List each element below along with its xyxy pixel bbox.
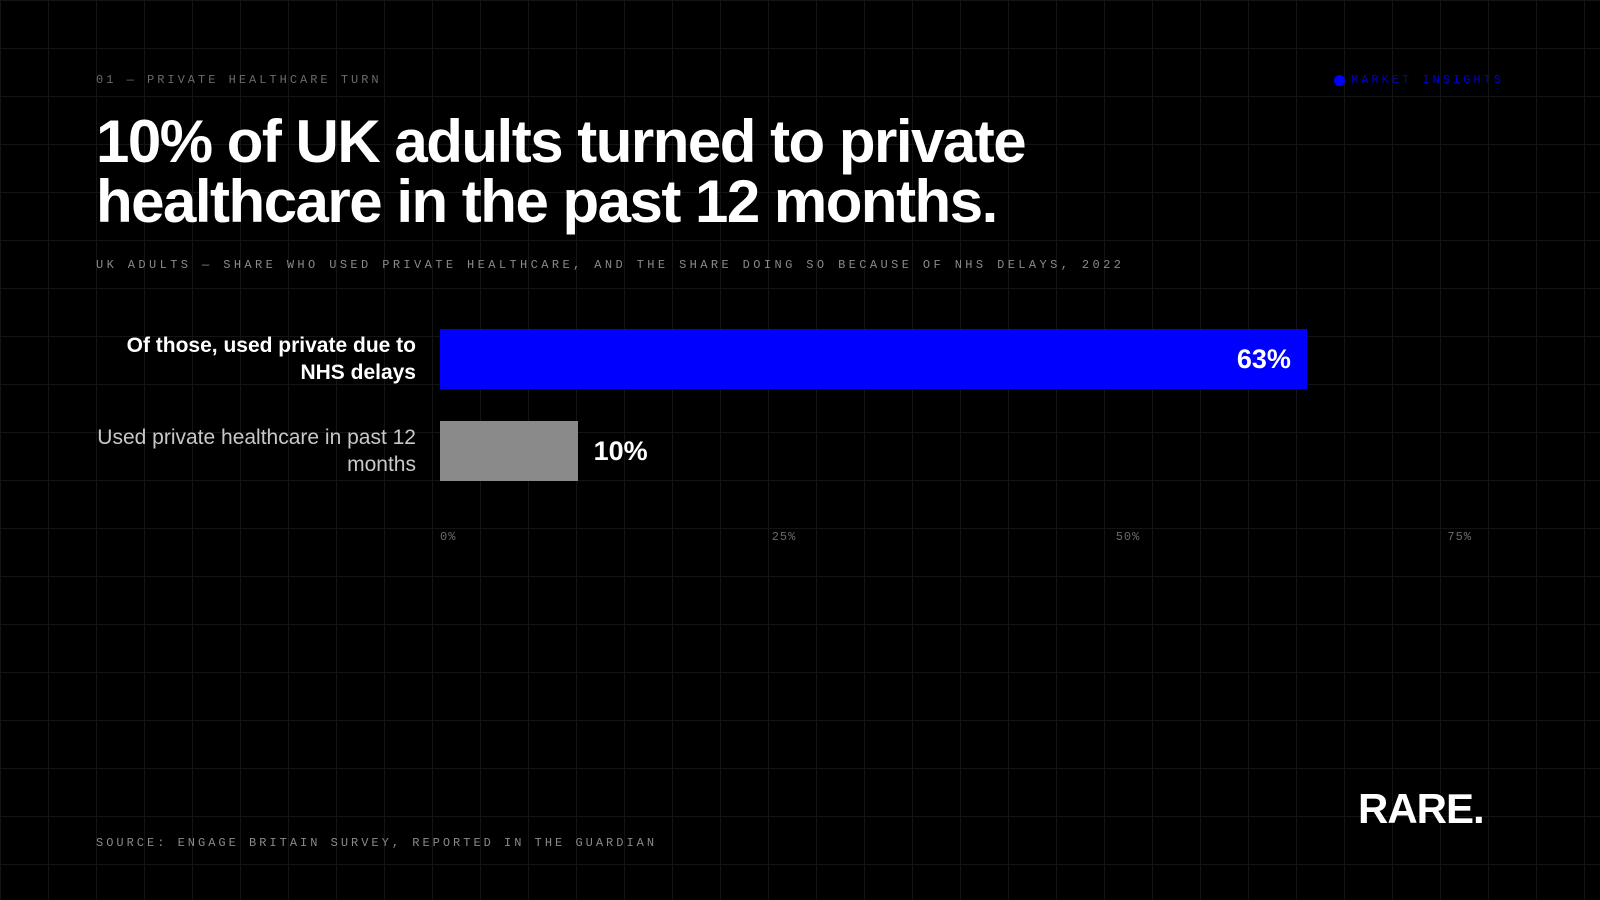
tag-dot — [1334, 75, 1345, 86]
chart-title: 10% of UK adults turned to private healt… — [96, 108, 1027, 235]
x-tick-label: 75% — [1447, 530, 1472, 544]
source: SOURCE: ENGAGE BRITAIN SURVEY, REPORTED … — [96, 836, 658, 850]
bar — [440, 421, 578, 481]
logo: RARE. — [1358, 785, 1485, 832]
category-label: Of those, used private due to NHS delays — [126, 334, 416, 384]
x-tick-label: 50% — [1115, 530, 1141, 544]
x-tick-label: 0% — [440, 530, 457, 544]
x-tick-label: 25% — [771, 530, 797, 544]
eyebrow: 01 — PRIVATE HEALTHCARE TURN — [96, 73, 382, 87]
chart-subtitle: UK ADULTS — SHARE WHO USED PRIVATE HEALT… — [96, 258, 1125, 272]
category-label: Used private healthcare in past 12 month… — [97, 426, 416, 476]
tag: MARKET INSIGHTS — [1350, 73, 1504, 87]
value-label: 63% — [1236, 344, 1291, 374]
value-label: 10% — [593, 436, 648, 466]
bar — [440, 329, 1307, 389]
